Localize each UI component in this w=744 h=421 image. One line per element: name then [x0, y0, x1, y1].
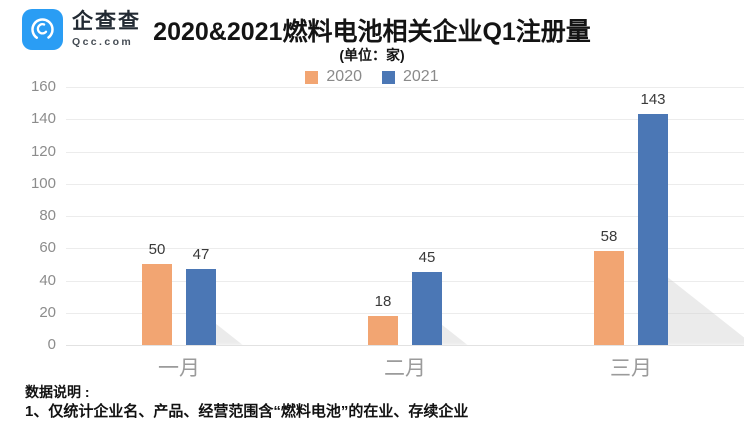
footnote-line: 1、仅统计企业名、产品、经营范围含“燃料电池”的在业、存续企业	[25, 403, 469, 420]
legend-swatch-icon	[382, 70, 395, 84]
gridline-120	[66, 151, 744, 153]
bar-2020-三月	[594, 251, 624, 345]
gridline-80	[66, 216, 744, 217]
brand-name: 企查查	[72, 9, 141, 33]
ytick-label-160: 160	[30, 78, 56, 95]
legend-item-2021: 2021	[382, 68, 439, 86]
gridline-40	[66, 280, 744, 282]
bar-2021-一月	[186, 269, 216, 345]
ytick-label-100: 100	[30, 174, 56, 192]
qcc-logo-text: 企查查 Qcc.com	[72, 9, 141, 49]
bar-value-label: 50	[148, 241, 166, 259]
bar-2021-三月	[638, 114, 668, 345]
bar-value-label: 45	[418, 249, 436, 267]
bar-value-label: 143	[640, 91, 666, 109]
unit-label: (单位：家)	[339, 47, 405, 63]
qcc-logo-badge	[22, 9, 63, 50]
gridline-60	[66, 248, 744, 250]
category-label-三月: 三月	[610, 357, 652, 380]
gridline-140	[66, 119, 744, 121]
ytick-label-60: 60	[39, 239, 56, 257]
category-label-二月: 二月	[384, 357, 426, 380]
qcc-spiral-icon	[31, 18, 54, 41]
bar-shadow	[666, 275, 744, 345]
bar-shadow	[214, 322, 243, 345]
bar-value-label: 47	[192, 246, 210, 264]
gridline-100	[66, 183, 744, 185]
bar-value-label: 18	[374, 292, 392, 310]
ytick-label-80: 80	[39, 207, 56, 224]
gridline-0	[66, 345, 744, 346]
bar-value-label: 58	[600, 228, 618, 246]
legend-label: 2020	[326, 68, 362, 85]
bar-2020-一月	[142, 264, 172, 345]
ytick-label-120: 120	[30, 142, 56, 160]
ytick-label-140: 140	[30, 110, 56, 128]
ytick-label-40: 40	[39, 271, 56, 289]
legend: 2020 2021	[0, 68, 744, 86]
legend-item-2020: 2020	[305, 68, 362, 86]
bar-shadow	[440, 323, 468, 345]
chart-title: 2020&2021燃料电池相关企业Q1注册量	[153, 18, 591, 46]
bar-2020-二月	[368, 315, 398, 345]
qcc-logo: 企查查 Qcc.com	[22, 9, 141, 50]
brand-domain: Qcc.com	[72, 36, 134, 49]
plot-area	[66, 87, 744, 346]
gridline-160	[66, 87, 744, 88]
ytick-label-0: 0	[47, 336, 56, 353]
category-label-一月: 一月	[158, 357, 200, 380]
gridline-20	[66, 312, 744, 314]
bar-2021-二月	[412, 272, 442, 345]
ytick-label-20: 20	[39, 303, 56, 321]
footnote-heading: 数据说明 :	[25, 384, 90, 400]
bars-layer: 50 47 一月 18 45 二月 58 143 三月	[66, 87, 744, 380]
legend-swatch-icon	[305, 70, 319, 84]
legend-label: 2021	[403, 68, 439, 85]
